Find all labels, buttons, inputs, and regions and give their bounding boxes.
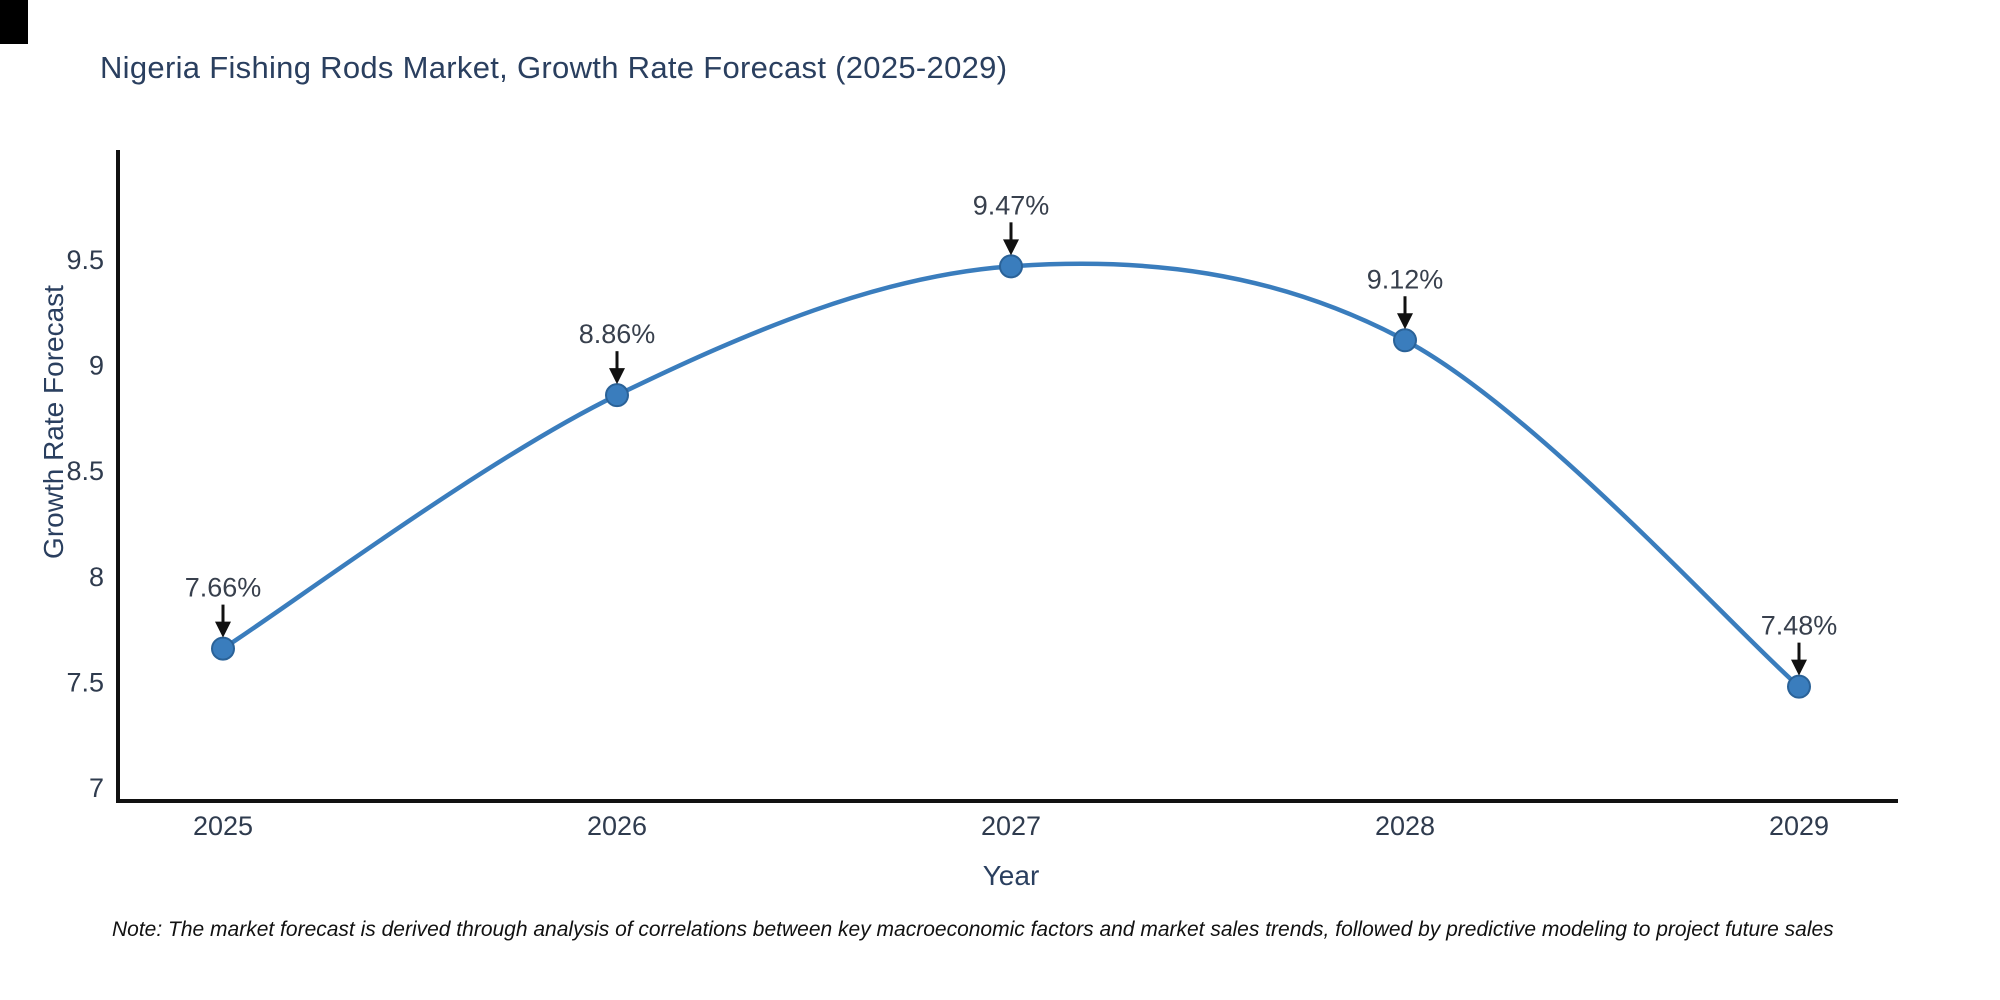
annotation-arrow-head xyxy=(1791,659,1807,676)
corner-artifact xyxy=(0,0,28,44)
annotation-arrow-head xyxy=(609,368,625,385)
point-label-2028: 9.12% xyxy=(1367,264,1444,294)
annotation-arrow-head xyxy=(215,621,231,638)
point-label-2029: 7.48% xyxy=(1761,611,1838,641)
marker-layer xyxy=(211,254,1811,699)
x-tick-2026: 2026 xyxy=(587,811,647,841)
growth-rate-line xyxy=(221,261,1801,689)
x-tick-2025: 2025 xyxy=(193,811,253,841)
x-tick-2029: 2029 xyxy=(1769,811,1829,841)
footnote: Note: The market forecast is derived thr… xyxy=(112,918,1834,941)
chart-title: Nigeria Fishing Rods Market, Growth Rate… xyxy=(100,50,1008,85)
data-point-2027 xyxy=(999,254,1023,279)
y-tick-8: 8 xyxy=(89,562,104,592)
data-point-2026 xyxy=(605,383,629,408)
tick-layer: 7 7.5 8 8.5 9 9.5 2025 2026 2027 2028 2029 xyxy=(66,245,1829,841)
y-tick-7.5: 7.5 xyxy=(66,667,104,697)
annotation-layer: 7.66% 8.86% 9.47% 9.12% 7.48% xyxy=(185,190,1838,676)
point-label-2025: 7.66% xyxy=(185,573,262,603)
point-label-2026: 8.86% xyxy=(579,319,656,349)
y-tick-9: 9 xyxy=(89,351,104,381)
point-label-2027: 9.47% xyxy=(973,190,1050,220)
x-tick-2027: 2027 xyxy=(981,811,1041,841)
line-series xyxy=(221,261,1801,689)
x-axis-title: Year xyxy=(982,860,1040,891)
y-tick-8.5: 8.5 xyxy=(66,456,104,486)
data-point-2029 xyxy=(1787,674,1811,699)
x-tick-2028: 2028 xyxy=(1375,811,1435,841)
y-tick-7: 7 xyxy=(89,773,104,803)
annotation-arrow-head xyxy=(1397,313,1413,330)
annotation-arrow-head xyxy=(1003,239,1019,256)
data-point-2028 xyxy=(1393,328,1417,353)
data-point-2025 xyxy=(211,636,235,661)
axes-layer xyxy=(116,150,1898,803)
y-tick-9.5: 9.5 xyxy=(66,245,104,275)
